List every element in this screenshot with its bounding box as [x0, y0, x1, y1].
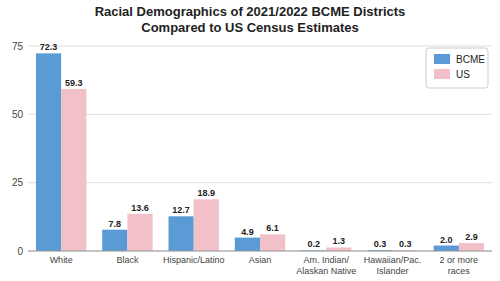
bar — [61, 89, 86, 251]
x-tick-label: Black — [116, 255, 139, 265]
y-tick-label: 0 — [17, 246, 23, 257]
chart-container: Racial Demographics of 2021/2022 BCME Di… — [0, 0, 500, 281]
x-tick-label-line: Alaskan Native — [296, 266, 356, 276]
x-tick-label-line: Hawaiian/Pac. — [364, 255, 422, 265]
x-tick-label-line: Islander — [377, 266, 409, 276]
data-label: 0.3 — [374, 239, 387, 249]
x-tick-label-line: White — [50, 255, 73, 265]
data-label: 72.3 — [40, 42, 58, 52]
data-label: 2.0 — [440, 235, 453, 245]
grid-line — [28, 182, 492, 183]
bar — [260, 234, 285, 251]
x-tick-label-line: Black — [116, 255, 139, 265]
bar — [102, 230, 127, 251]
bar — [127, 214, 152, 251]
x-tick-label-line: Hispanic/Latino — [163, 255, 225, 265]
page: {"chart_data": {"type": "bar", "title": … — [0, 0, 500, 281]
chart-svg: Racial Demographics of 2021/2022 BCME Di… — [0, 0, 500, 281]
x-tick-label-line: Am. Indian/ — [304, 255, 350, 265]
x-tick-label-line: 2 or more — [440, 255, 479, 265]
bar — [326, 247, 351, 251]
legend-label: US — [456, 69, 470, 80]
grid-line — [28, 114, 492, 115]
x-axis-line — [28, 251, 492, 252]
legend: BCME US — [426, 48, 488, 88]
x-tick-label-line: Asian — [249, 255, 272, 265]
legend-swatch — [434, 54, 450, 64]
bar — [459, 243, 484, 251]
legend-swatch — [434, 69, 450, 79]
data-label: 12.7 — [172, 205, 190, 215]
data-label: 6.1 — [266, 223, 279, 233]
legend-label: BCME — [456, 54, 485, 65]
bars — [36, 53, 484, 251]
x-tick-label-line: races — [448, 266, 471, 276]
data-label: 7.8 — [109, 219, 122, 229]
bar — [194, 199, 219, 251]
title-line: Compared to US Census Estimates — [141, 20, 358, 35]
data-label: 59.3 — [65, 78, 83, 88]
x-tick-label: White — [50, 255, 73, 265]
grid-line — [28, 251, 492, 252]
x-tick-label: Hawaiian/Pac.Islander — [364, 255, 422, 276]
bar — [169, 216, 194, 251]
bar — [36, 53, 61, 251]
data-label: 2.9 — [465, 232, 478, 242]
y-tick-label: 75 — [12, 41, 24, 52]
title: Racial Demographics of 2021/2022 BCME Di… — [95, 4, 406, 35]
bar — [434, 246, 459, 251]
y-tick-label: 25 — [12, 177, 24, 188]
x-tick-label: 2 or moreraces — [440, 255, 479, 276]
grid — [28, 46, 492, 251]
y-tick-label: 50 — [12, 109, 24, 120]
data-label: 13.6 — [131, 203, 149, 213]
title-line: Racial Demographics of 2021/2022 BCME Di… — [95, 4, 406, 19]
data-labels: 72.3 7.8 12.7 4.9 0.2 0.3 2.0 59.3 13.6 18.9 6.1 1.… — [40, 42, 478, 249]
grid-line — [28, 46, 492, 47]
x-tick-label: Am. Indian/Alaskan Native — [296, 255, 356, 276]
x-tick-label: Asian — [249, 255, 272, 265]
data-label: 0.2 — [307, 239, 320, 249]
bar — [235, 238, 260, 251]
data-label: 4.9 — [241, 227, 254, 237]
data-label: 1.3 — [333, 236, 346, 246]
x-tick-label: Hispanic/Latino — [163, 255, 225, 265]
data-label: 0.3 — [399, 239, 412, 249]
legend-frame — [426, 48, 488, 88]
data-label: 18.9 — [198, 188, 216, 198]
